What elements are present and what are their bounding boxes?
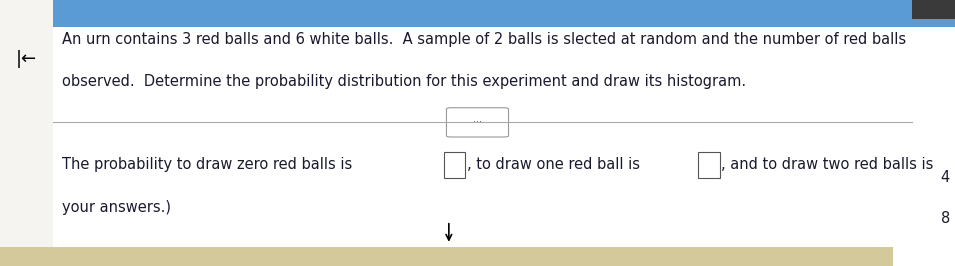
Text: An urn contains 3 red balls and 6 white balls.  A sample of 2 balls is slected a: An urn contains 3 red balls and 6 white …	[62, 32, 906, 47]
FancyBboxPatch shape	[53, 0, 955, 27]
Text: , and to draw two red balls is: , and to draw two red balls is	[721, 157, 939, 172]
FancyBboxPatch shape	[444, 152, 465, 178]
Text: observed.  Determine the probability distribution for this experiment and draw i: observed. Determine the probability dist…	[62, 74, 746, 89]
Text: , to draw one red ball is: , to draw one red ball is	[467, 157, 645, 172]
FancyBboxPatch shape	[446, 108, 508, 137]
FancyBboxPatch shape	[0, 247, 53, 266]
Text: ···: ···	[473, 117, 482, 127]
Text: 8 (: 8 (	[941, 211, 955, 226]
FancyBboxPatch shape	[53, 247, 893, 266]
Text: 4 (: 4 (	[941, 169, 955, 184]
Text: your answers.): your answers.)	[62, 200, 171, 215]
FancyBboxPatch shape	[912, 0, 955, 19]
FancyBboxPatch shape	[0, 0, 53, 266]
FancyBboxPatch shape	[698, 152, 719, 178]
Text: |←: |←	[15, 49, 37, 68]
FancyBboxPatch shape	[53, 0, 955, 266]
Text: The probability to draw zero red balls is: The probability to draw zero red balls i…	[62, 157, 357, 172]
